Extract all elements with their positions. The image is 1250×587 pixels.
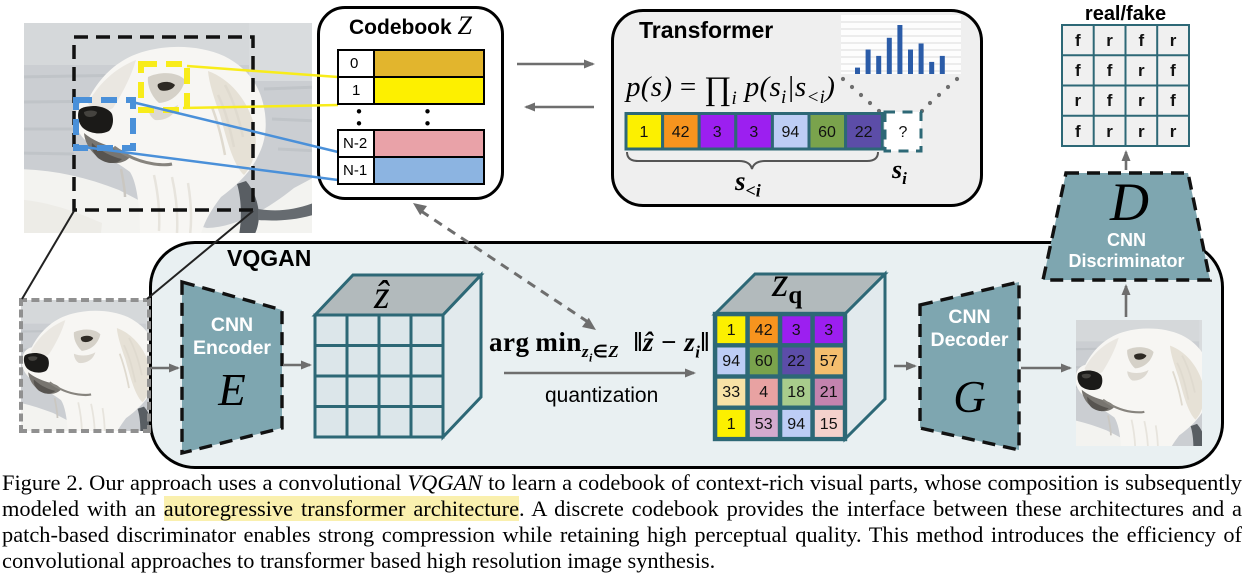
svg-text:94: 94 xyxy=(722,353,740,370)
svg-text:15: 15 xyxy=(820,416,838,433)
svg-text:f: f xyxy=(1107,91,1113,110)
svg-text:94: 94 xyxy=(782,124,800,141)
svg-text:r: r xyxy=(1106,122,1113,141)
svg-text:22: 22 xyxy=(787,353,805,370)
svg-text:1: 1 xyxy=(727,322,736,339)
svg-text:r: r xyxy=(1138,91,1145,110)
svg-text:3: 3 xyxy=(713,124,722,141)
svg-text:r: r xyxy=(1138,122,1145,141)
svg-text:22: 22 xyxy=(855,124,873,141)
svg-text:f: f xyxy=(1138,31,1144,50)
svg-text:4: 4 xyxy=(759,384,768,401)
svg-text:r: r xyxy=(1170,122,1177,141)
svg-text:f: f xyxy=(1075,122,1081,141)
svg-text:?: ? xyxy=(899,124,908,141)
svg-text:33: 33 xyxy=(722,384,740,401)
svg-text:1: 1 xyxy=(727,416,736,433)
svg-text:r: r xyxy=(1106,31,1113,50)
svg-text:94: 94 xyxy=(787,416,805,433)
svg-text:60: 60 xyxy=(818,124,836,141)
svg-text:r: r xyxy=(1138,61,1145,80)
svg-text:53: 53 xyxy=(755,416,773,433)
svg-text:3: 3 xyxy=(749,124,758,141)
svg-text:r: r xyxy=(1074,91,1081,110)
svg-text:f: f xyxy=(1075,31,1081,50)
svg-text:f: f xyxy=(1170,61,1176,80)
svg-text:f: f xyxy=(1107,61,1113,80)
svg-text:r: r xyxy=(1170,31,1177,50)
svg-text:3: 3 xyxy=(792,322,801,339)
svg-text:18: 18 xyxy=(787,384,805,401)
svg-text:42: 42 xyxy=(755,322,773,339)
svg-text:f: f xyxy=(1075,61,1081,80)
svg-text:57: 57 xyxy=(820,353,838,370)
svg-text:3: 3 xyxy=(824,322,833,339)
svg-text:60: 60 xyxy=(755,353,773,370)
svg-text:42: 42 xyxy=(672,124,690,141)
svg-text:1: 1 xyxy=(640,124,649,141)
svg-text:21: 21 xyxy=(820,384,838,401)
svg-text:f: f xyxy=(1170,91,1176,110)
